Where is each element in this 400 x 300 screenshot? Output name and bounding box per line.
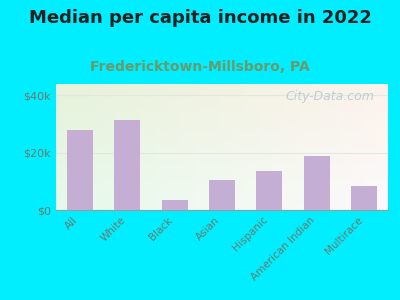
Bar: [351, 186, 377, 210]
Bar: [304, 156, 330, 210]
Bar: [67, 130, 93, 210]
Bar: [114, 120, 140, 210]
Text: Median per capita income in 2022: Median per capita income in 2022: [28, 9, 372, 27]
Bar: [209, 180, 235, 210]
Text: City-Data.com: City-Data.com: [286, 90, 375, 103]
Bar: [162, 200, 188, 210]
Text: Fredericktown-Millsboro, PA: Fredericktown-Millsboro, PA: [90, 60, 310, 74]
Bar: [256, 171, 282, 210]
